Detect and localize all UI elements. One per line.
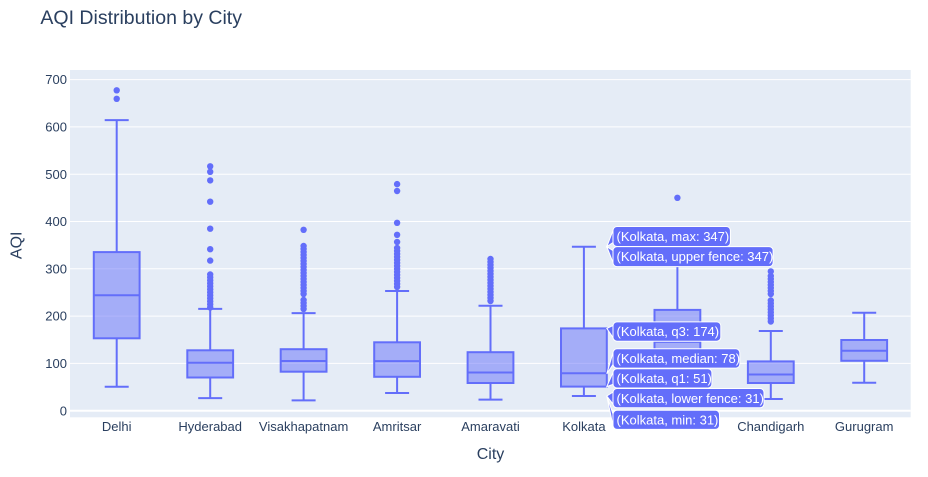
svg-text:Kolkata: Kolkata — [562, 419, 606, 434]
svg-text:200: 200 — [45, 309, 67, 324]
svg-text:600: 600 — [45, 120, 67, 135]
svg-text:(Kolkata, min: 31): (Kolkata, min: 31) — [617, 413, 719, 428]
svg-text:Delhi: Delhi — [102, 419, 132, 434]
svg-text:(Kolkata, lower fence: 31): (Kolkata, lower fence: 31) — [617, 391, 764, 406]
svg-text:Amaravati: Amaravati — [461, 419, 520, 434]
svg-text:(Kolkata, q3: 174): (Kolkata, q3: 174) — [617, 324, 720, 339]
svg-text:City: City — [477, 446, 505, 463]
svg-text:(Kolkata, median: 78): (Kolkata, median: 78) — [617, 351, 741, 366]
svg-text:100: 100 — [45, 356, 67, 371]
svg-text:(Kolkata, q1: 51): (Kolkata, q1: 51) — [617, 371, 712, 386]
svg-text:Visakhapatnam: Visakhapatnam — [259, 419, 348, 434]
svg-text:500: 500 — [45, 167, 67, 182]
svg-text:(Kolkata, max: 347): (Kolkata, max: 347) — [617, 229, 730, 244]
svg-text:400: 400 — [45, 214, 67, 229]
svg-text:Chandigarh: Chandigarh — [737, 419, 804, 434]
svg-text:AQI Distribution by City: AQI Distribution by City — [40, 7, 242, 29]
svg-text:AQI: AQI — [9, 232, 26, 260]
svg-text:Amritsar: Amritsar — [373, 419, 422, 434]
svg-text:700: 700 — [45, 72, 67, 87]
svg-text:Gurugram: Gurugram — [835, 419, 894, 434]
svg-text:Hyderabad: Hyderabad — [178, 419, 242, 434]
svg-text:0: 0 — [60, 403, 67, 418]
svg-text:(Kolkata, upper fence: 347): (Kolkata, upper fence: 347) — [617, 249, 774, 264]
svg-text:300: 300 — [45, 261, 67, 276]
